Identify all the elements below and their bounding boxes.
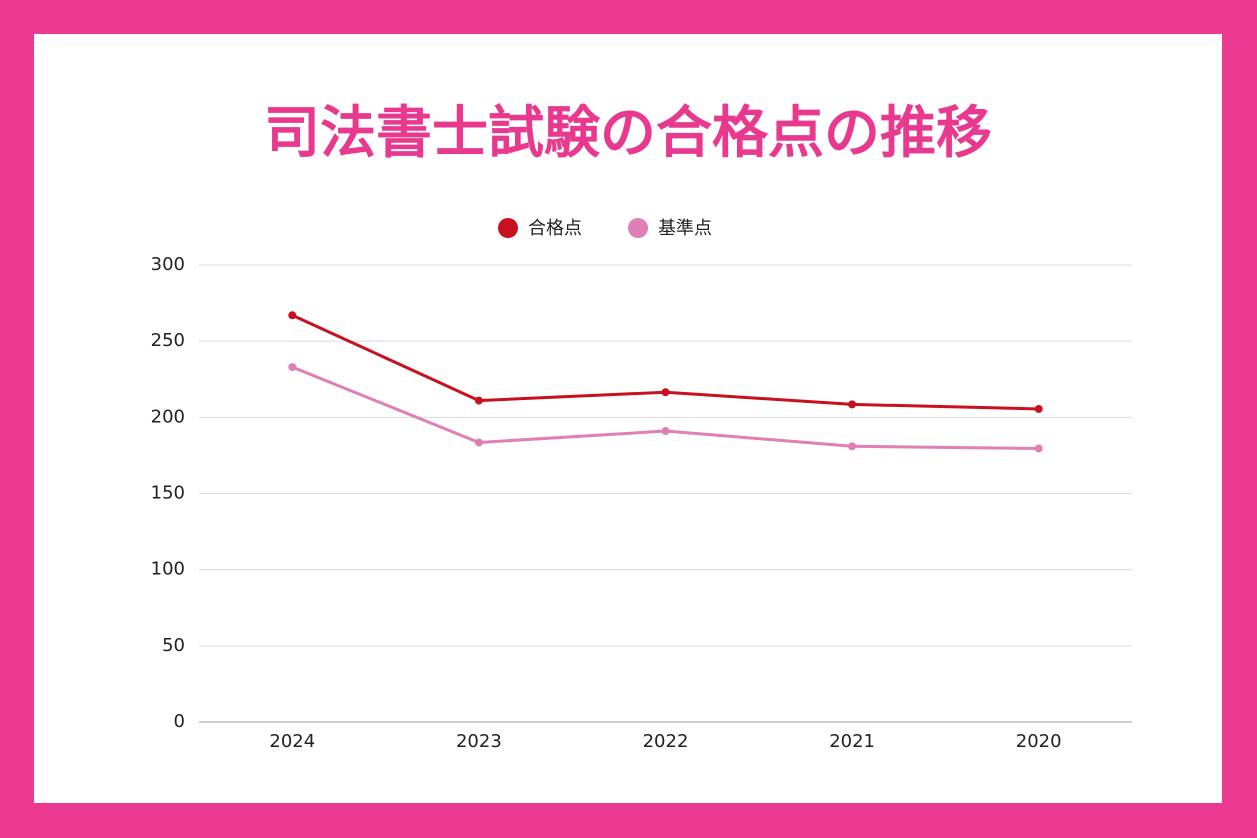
data-point	[1034, 404, 1043, 413]
y-tick-label: 100	[151, 559, 185, 580]
data-point	[661, 388, 670, 397]
x-tick-label: 2024	[269, 731, 315, 752]
x-tick-label: 2020	[1016, 731, 1062, 752]
y-tick-label: 0	[174, 711, 185, 732]
chart-title: 司法書士試験の合格点の推移	[264, 101, 992, 166]
data-point	[661, 427, 670, 436]
data-point	[288, 363, 297, 372]
y-tick-label: 150	[151, 483, 185, 504]
legend-marker	[628, 218, 648, 238]
y-tick-label: 200	[151, 406, 185, 427]
y-tick-label: 300	[151, 254, 185, 275]
legend-label: 合格点	[528, 218, 582, 239]
data-point	[474, 438, 483, 447]
data-point	[848, 442, 857, 451]
panel	[34, 34, 1222, 803]
y-tick-label: 250	[151, 330, 185, 351]
data-point	[1034, 444, 1043, 453]
y-tick-label: 50	[162, 635, 185, 656]
data-point	[848, 400, 857, 409]
legend-marker	[498, 218, 518, 238]
x-tick-label: 2022	[643, 731, 689, 752]
x-tick-label: 2023	[456, 731, 502, 752]
x-tick-label: 2021	[829, 731, 875, 752]
data-point	[474, 396, 483, 405]
data-point	[288, 311, 297, 320]
legend-label: 基準点	[658, 218, 712, 239]
